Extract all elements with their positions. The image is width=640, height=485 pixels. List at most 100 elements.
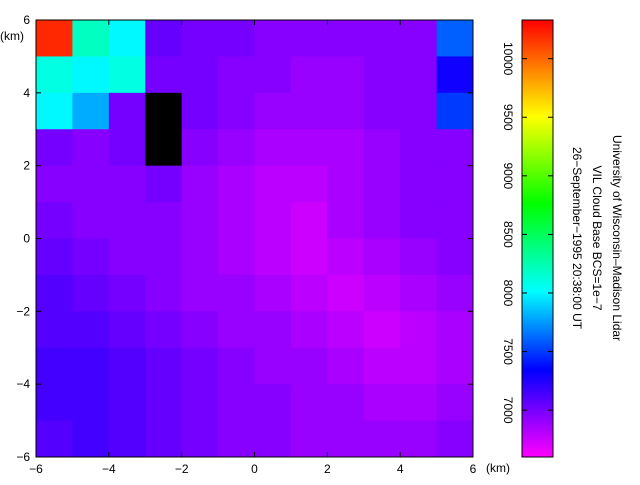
heatmap-cell	[145, 20, 183, 57]
heatmap-cell	[145, 420, 183, 458]
heatmap-cell	[290, 129, 328, 167]
heatmap-cell	[108, 165, 146, 203]
x-tick-label: 0	[251, 462, 258, 476]
heatmap-cell	[36, 165, 73, 203]
heatmap-cell	[218, 92, 255, 130]
heatmap-cell	[254, 20, 292, 57]
heatmap-cell	[254, 311, 292, 349]
y-unit: (km)	[0, 29, 24, 43]
heatmap-cell	[181, 420, 219, 458]
heatmap-cell	[72, 311, 110, 349]
heatmap-cell	[327, 202, 365, 239]
heatmap-cell	[363, 384, 401, 422]
y-tick-label: −4	[16, 377, 30, 391]
heatmap-cell	[436, 347, 474, 385]
heatmap-cell	[363, 202, 401, 239]
colorbar-tick-label: 7500	[501, 338, 515, 365]
heatmap-cell	[108, 420, 146, 458]
heatmap-cell	[290, 274, 328, 312]
heatmap-cell	[400, 274, 438, 312]
y-tick-label: 0	[23, 232, 30, 246]
heatmap-cell	[72, 202, 110, 239]
heatmap-cell	[290, 20, 328, 57]
heatmap-cell	[72, 56, 110, 94]
heatmap-cell	[254, 420, 292, 458]
heatmap-cell	[400, 202, 438, 239]
heatmap-cell	[145, 129, 183, 167]
y-tick-label: 2	[23, 159, 30, 173]
heatmap-cell	[36, 420, 73, 458]
heatmap-cell	[363, 274, 401, 312]
heatmap-cell	[327, 165, 365, 203]
heatmap-cell	[145, 311, 183, 349]
heatmap-cell	[327, 20, 365, 57]
heatmap-cell	[290, 311, 328, 349]
x-unit: (km)	[486, 461, 510, 475]
title-line: VIL Cloud Base BCS=1e−7	[590, 166, 604, 311]
heatmap-cell	[400, 311, 438, 349]
x-tick-label: 6	[470, 462, 477, 476]
heatmap-cell	[400, 420, 438, 458]
heatmap-cell	[436, 420, 474, 458]
heatmap-cell	[108, 56, 146, 94]
x-tick-label: −2	[175, 462, 189, 476]
heatmap-cell	[363, 165, 401, 203]
heatmap-cell	[181, 165, 219, 203]
heatmap-cell	[108, 274, 146, 312]
x-tick-label: 4	[397, 462, 404, 476]
heatmap-cell	[436, 384, 474, 422]
heatmap-cell	[327, 238, 365, 276]
heatmap-cell	[181, 92, 219, 130]
colorbar-tick-label: 10000	[501, 42, 515, 76]
heatmap-cell	[36, 20, 73, 57]
heatmap-cell	[363, 347, 401, 385]
x-tick-label: −6	[29, 462, 43, 476]
heatmap-cell	[436, 274, 474, 312]
heatmap-cells	[36, 20, 474, 458]
heatmap-cell	[36, 347, 73, 385]
heatmap-cell	[181, 202, 219, 239]
heatmap-cell	[145, 238, 183, 276]
heatmap-cell	[290, 238, 328, 276]
heatmap-cell	[327, 420, 365, 458]
heatmap-cell	[327, 56, 365, 94]
heatmap-cell	[72, 165, 110, 203]
heatmap-cell	[218, 347, 255, 385]
heatmap-cell	[400, 347, 438, 385]
x-tick-label: 2	[324, 462, 331, 476]
heatmap-cell	[254, 165, 292, 203]
heatmap-cell	[145, 274, 183, 312]
heatmap-cell	[254, 238, 292, 276]
heatmap-cell	[436, 129, 474, 167]
heatmap-cell	[327, 129, 365, 167]
heatmap-cell	[327, 347, 365, 385]
heatmap-cell	[36, 274, 73, 312]
heatmap-cell	[254, 384, 292, 422]
colorbar-tick-label: 8000	[501, 280, 515, 307]
heatmap-cell	[218, 420, 255, 458]
heatmap-cell	[254, 129, 292, 167]
heatmap-cell	[36, 202, 73, 239]
heatmap-cell	[363, 420, 401, 458]
y-tick-label: 6	[23, 13, 30, 27]
heatmap-cell	[181, 129, 219, 167]
heatmap-cell	[218, 384, 255, 422]
heatmap-cell	[145, 92, 183, 130]
heatmap-cell	[145, 165, 183, 203]
heatmap-cell	[363, 311, 401, 349]
y-tick-label: 4	[23, 86, 30, 100]
heatmap-cell	[181, 20, 219, 57]
heatmap-cell	[108, 20, 146, 57]
colorbar	[521, 19, 554, 458]
heatmap-cell	[254, 202, 292, 239]
heatmap-cell	[254, 56, 292, 94]
heatmap-cell	[181, 347, 219, 385]
y-tick-label: −6	[16, 450, 30, 464]
heatmap-cell	[72, 420, 110, 458]
heatmap-cell	[436, 20, 474, 57]
heatmap-cell	[290, 202, 328, 239]
heatmap-cell	[218, 20, 255, 57]
heatmap-cell	[72, 92, 110, 130]
